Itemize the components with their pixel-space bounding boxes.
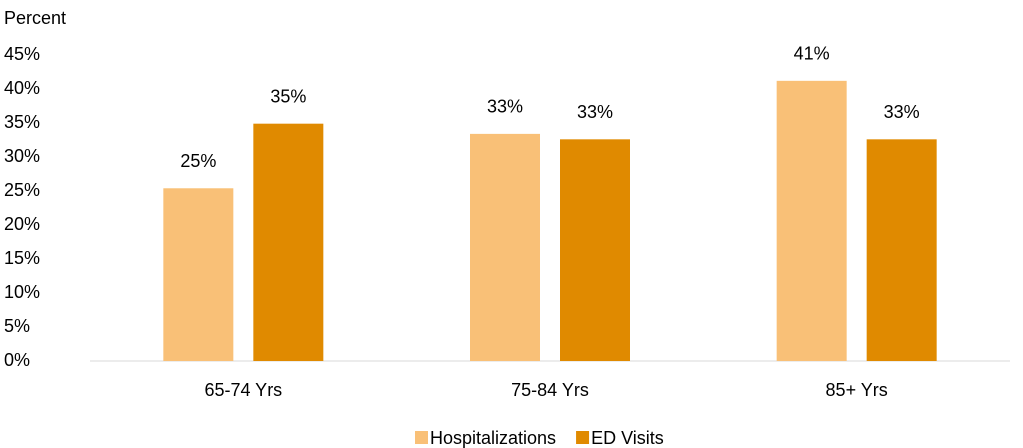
y-tick-label: 5% [4,316,30,336]
bar [470,133,540,361]
legend-label: ED Visits [591,428,664,448]
x-tick-label: 65-74 Yrs [204,380,282,400]
legend-label: Hospitalizations [430,428,556,448]
legend-swatch [576,431,590,444]
bar [866,139,937,361]
bar [163,188,234,361]
y-tick-label: 40% [4,78,40,98]
y-tick-label: 10% [4,282,40,302]
x-tick-label: 85+ Yrs [826,380,888,400]
data-label: 35% [270,86,306,106]
y-tick-label: 0% [4,350,30,370]
y-axis-label: Percent [4,8,66,28]
y-tick-label: 35% [4,112,40,132]
data-label: 33% [577,102,613,122]
legend-swatch [415,431,428,444]
x-tick-label: 75-84 Yrs [511,380,589,400]
data-label: 33% [884,102,920,122]
y-tick-label: 15% [4,248,40,268]
data-label: 41% [794,44,830,64]
y-tick-label: 45% [4,44,40,64]
data-label: 33% [487,97,523,117]
y-tick-label: 30% [4,146,40,166]
y-tick-label: 25% [4,180,40,200]
bar [253,123,324,362]
bar [560,139,630,361]
bar [776,80,847,361]
data-label: 25% [180,151,216,171]
y-tick-label: 20% [4,214,40,234]
